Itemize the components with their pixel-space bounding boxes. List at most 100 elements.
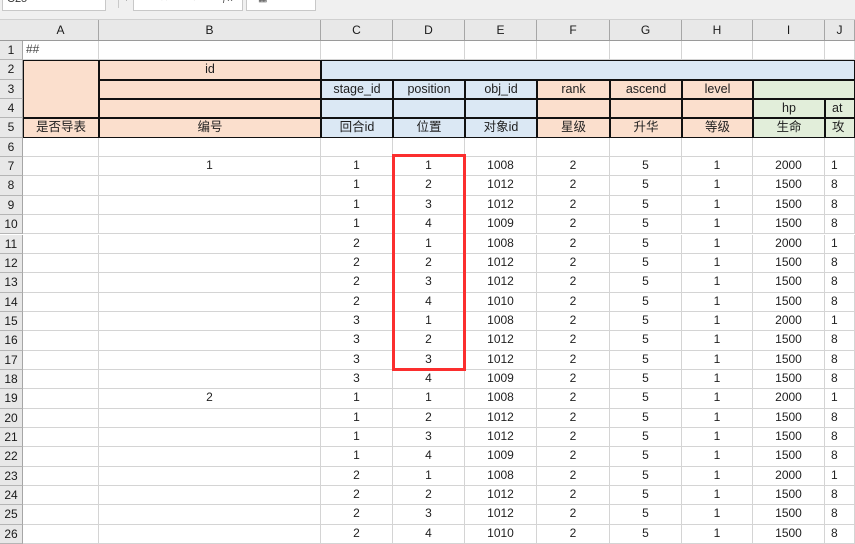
header-row4-g[interactable] (610, 99, 682, 119)
data-cell-I16[interactable]: 1500 (753, 331, 825, 351)
data-cell-H7[interactable]: 1 (682, 157, 753, 177)
data-cell-H15[interactable]: 1 (682, 311, 753, 332)
data-cell-E18[interactable]: 1009 (465, 369, 537, 390)
cell-A23[interactable] (23, 466, 99, 487)
data-cell-F11[interactable]: 2 (537, 234, 610, 254)
data-cell-I26[interactable]: 1500 (753, 524, 825, 544)
data-cell-G19[interactable]: 5 (610, 389, 682, 409)
cancel-icon[interactable]: ✕ (160, 0, 168, 10)
data-cell-C13[interactable]: 2 (321, 273, 393, 293)
data-cell-J18[interactable]: 8 (825, 369, 855, 390)
cell-E6[interactable] (465, 137, 537, 158)
data-cell-H20[interactable]: 1 (682, 408, 753, 428)
cell-A25[interactable] (23, 505, 99, 525)
header-field-at[interactable]: at (825, 99, 855, 119)
row-header-11[interactable]: 11 (0, 234, 23, 254)
data-cell-I22[interactable]: 1500 (753, 447, 825, 467)
data-cell-F25[interactable]: 2 (537, 505, 610, 525)
data-cell-J10[interactable]: 8 (825, 215, 855, 235)
data-cell-C8[interactable]: 1 (321, 176, 393, 196)
row-header-19[interactable]: 19 (0, 389, 23, 409)
data-cell-J23[interactable]: 1 (825, 466, 855, 487)
table-icon[interactable]: ▦ (258, 0, 267, 10)
data-cell-D8[interactable]: 2 (393, 176, 465, 196)
data-cell-C11[interactable]: 2 (321, 234, 393, 254)
data-cell-D20[interactable]: 2 (393, 408, 465, 428)
data-cell-I11[interactable]: 2000 (753, 234, 825, 254)
cell-C1[interactable] (321, 41, 393, 61)
cell-J6[interactable] (825, 137, 855, 158)
data-cell-I14[interactable]: 1500 (753, 292, 825, 312)
cell-G6[interactable] (610, 137, 682, 158)
cell-A11[interactable] (23, 234, 99, 254)
row-header-21[interactable]: 21 (0, 428, 23, 448)
data-cell-D26[interactable]: 4 (393, 524, 465, 544)
data-cell-H13[interactable]: 1 (682, 273, 753, 293)
cell-A24[interactable] (23, 486, 99, 506)
data-cell-H10[interactable]: 1 (682, 215, 753, 235)
cell-I6[interactable] (753, 137, 825, 158)
column-header-f[interactable]: F (537, 20, 610, 40)
cell-A19[interactable] (23, 389, 99, 409)
data-cell-J25[interactable]: 8 (825, 505, 855, 525)
cell-a1-title[interactable]: ## (23, 41, 99, 61)
data-cell-C14[interactable]: 2 (321, 292, 393, 312)
data-cell-F9[interactable]: 2 (537, 195, 610, 216)
data-cell-F16[interactable]: 2 (537, 331, 610, 351)
data-cell-J16[interactable]: 8 (825, 331, 855, 351)
data-cell-D14[interactable]: 4 (393, 292, 465, 312)
cell-E1[interactable] (465, 41, 537, 61)
data-cell-H21[interactable]: 1 (682, 428, 753, 448)
data-cell-I18[interactable]: 1500 (753, 369, 825, 390)
data-cell-C21[interactable]: 1 (321, 428, 393, 448)
data-cell-I24[interactable]: 1500 (753, 486, 825, 506)
cell-A20[interactable] (23, 408, 99, 428)
data-cell-F20[interactable]: 2 (537, 408, 610, 428)
data-cell-J14[interactable]: 8 (825, 292, 855, 312)
cell-B8[interactable] (99, 176, 321, 196)
header-b4-blank[interactable] (99, 99, 321, 119)
data-cell-G20[interactable]: 5 (610, 408, 682, 428)
row-header-20[interactable]: 20 (0, 408, 23, 428)
data-cell-E7[interactable]: 1008 (465, 157, 537, 177)
data-cell-G22[interactable]: 5 (610, 447, 682, 467)
data-cell-H18[interactable]: 1 (682, 369, 753, 390)
cell-A10[interactable] (23, 215, 99, 235)
data-cell-C25[interactable]: 2 (321, 505, 393, 525)
data-cell-D7[interactable]: 1 (393, 157, 465, 177)
data-cell-F15[interactable]: 2 (537, 311, 610, 332)
header-row4-f[interactable] (537, 99, 610, 119)
data-cell-G16[interactable]: 5 (610, 331, 682, 351)
data-cell-C7[interactable]: 1 (321, 157, 393, 177)
cell-B16[interactable] (99, 331, 321, 351)
column-header-c[interactable]: C (321, 20, 393, 40)
header-b2-id[interactable]: id (99, 60, 321, 80)
data-cell-H24[interactable]: 1 (682, 486, 753, 506)
data-cell-E20[interactable]: 1012 (465, 408, 537, 428)
cell-A18[interactable] (23, 369, 99, 390)
data-cell-C15[interactable]: 3 (321, 311, 393, 332)
cell-B1[interactable] (99, 41, 321, 61)
cell-A17[interactable] (23, 350, 99, 370)
data-cell-F24[interactable]: 2 (537, 486, 610, 506)
data-cell-H17[interactable]: 1 (682, 350, 753, 370)
data-cell-G25[interactable]: 5 (610, 505, 682, 525)
data-cell-H25[interactable]: 1 (682, 505, 753, 525)
data-cell-E23[interactable]: 1008 (465, 466, 537, 487)
cell-B6[interactable] (99, 137, 321, 158)
header-row2-merged-band[interactable] (321, 60, 855, 80)
cell-H6[interactable] (682, 137, 753, 158)
cell-J1[interactable] (825, 41, 855, 61)
header-row4-c[interactable] (321, 99, 393, 119)
data-cell-E24[interactable]: 1012 (465, 486, 537, 506)
data-cell-B7[interactable]: 1 (99, 157, 321, 177)
cell-A9[interactable] (23, 195, 99, 216)
data-cell-E17[interactable]: 1012 (465, 350, 537, 370)
data-cell-I20[interactable]: 1500 (753, 408, 825, 428)
header-field-position[interactable]: position (393, 79, 465, 100)
data-cell-E26[interactable]: 1010 (465, 524, 537, 544)
header-row4-e[interactable] (465, 99, 537, 119)
cell-D1[interactable] (393, 41, 465, 61)
header-label-c[interactable]: 回合id (321, 118, 393, 138)
data-cell-E15[interactable]: 1008 (465, 311, 537, 332)
